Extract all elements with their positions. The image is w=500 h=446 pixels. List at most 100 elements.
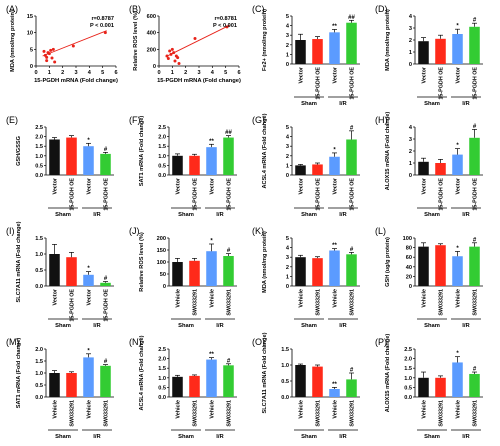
y-tick-label: 3	[286, 33, 289, 39]
bar	[346, 139, 357, 175]
group-label: Sham	[424, 323, 440, 329]
y-tick-label: 100	[403, 236, 412, 242]
category-label: 15-PGDH OE	[70, 178, 76, 211]
y-tick-label: 4	[286, 246, 290, 252]
y-axis-label: Fe2+ (nmol/mg protein)	[262, 9, 268, 71]
y-tick-label: 200	[147, 47, 156, 53]
category-label: Vehicle	[422, 289, 428, 308]
category-label: Vector	[422, 177, 428, 194]
y-tick-label: 200	[157, 236, 166, 242]
significance-mark: #	[227, 248, 231, 254]
significance-mark: *	[456, 24, 459, 30]
y-tick-label: 5	[286, 236, 289, 242]
category-label: SW033291	[227, 400, 233, 427]
significance-mark: #	[473, 18, 477, 24]
y-tick-label: 1.0	[35, 371, 43, 377]
panel-label: (N)	[129, 337, 142, 347]
y-tick-label: 1.5	[35, 359, 43, 365]
data-point	[165, 54, 169, 58]
x-tick-label: 6	[237, 70, 240, 76]
y-tick-label: 1.0	[158, 154, 166, 160]
data-point	[50, 56, 54, 60]
category-label: 15-PGDH OE	[350, 67, 356, 100]
y-axis-label: MDA (nmol/mg protein)	[385, 9, 391, 71]
data-point	[45, 55, 49, 59]
y-tick-label: 0.0	[35, 284, 43, 290]
bar	[469, 26, 480, 64]
x-tick-label: 3	[197, 70, 200, 76]
y-tick-label: 1.0	[404, 376, 412, 382]
significance-mark: *	[87, 138, 90, 144]
category-label: SW033291	[439, 400, 445, 427]
y-tick-label: 5	[286, 14, 289, 20]
category-label: 15-PGDH OE	[227, 178, 233, 211]
y-tick-label: 2	[286, 265, 289, 271]
bar	[312, 366, 323, 397]
significance-mark: **	[209, 352, 214, 358]
y-tick-label: 1	[286, 163, 289, 169]
bar	[172, 155, 183, 175]
group-label: Sham	[301, 212, 317, 218]
panel-label: (K)	[252, 226, 264, 236]
y-tick-label: 5	[286, 125, 289, 131]
significance-mark: #	[227, 358, 231, 364]
significance-mark: **	[332, 382, 337, 388]
y-tick-label: 0	[153, 64, 156, 70]
x-axis-label: 15-PGDH mRNA (Fold change)	[157, 78, 241, 84]
y-tick-label: 0.0	[404, 395, 412, 401]
panel-J: (J)Relative ROS level (%) 0 50 100 150 200 Veh…	[129, 226, 237, 329]
y-tick-label: 1	[286, 274, 289, 280]
bar	[66, 257, 77, 286]
significance-mark: *	[333, 147, 336, 153]
y-tick-label: 3	[409, 137, 412, 143]
bar	[172, 262, 183, 286]
y-tick-label: 4	[409, 14, 413, 20]
panel-B: (B)Relative ROS level (%) 0 200 400 600 0 1 2 3 4…	[129, 4, 241, 84]
y-tick-label: 2	[286, 154, 289, 160]
category-label: Vehicle	[53, 400, 59, 419]
bar	[346, 22, 357, 64]
y-tick-label: 0.0	[35, 173, 43, 179]
category-label: Vector	[87, 288, 93, 305]
bar	[329, 32, 340, 64]
y-tick-label: 2.5	[404, 347, 412, 353]
y-tick-label: 0.5	[158, 385, 166, 391]
y-tick-label: 0.5	[35, 268, 43, 274]
data-point	[47, 52, 51, 56]
y-tick-label: 2.0	[35, 347, 43, 353]
group-label: I/R	[462, 212, 470, 218]
category-label: SW033291	[439, 289, 445, 316]
panel-label: (C)	[252, 4, 265, 14]
category-label: SW033291	[227, 289, 233, 316]
panel-label: (M)	[6, 337, 20, 347]
category-label: 15-PGDH OE	[473, 178, 479, 211]
x-tick-label: 5	[101, 70, 104, 76]
bar	[435, 163, 446, 175]
category-label: Vehicle	[456, 400, 462, 419]
category-label: Vector	[176, 177, 182, 194]
y-tick-label: 1.0	[281, 363, 289, 369]
y-tick-label: 50	[160, 272, 166, 278]
y-tick-label: 2.0	[404, 357, 412, 363]
bar	[83, 274, 94, 286]
x-tick-label: 6	[114, 70, 117, 76]
group-label: Sham	[301, 434, 317, 440]
panel-label: (E)	[6, 115, 18, 125]
panel-A: (A)MDA (nmol/mg protein) 0 5 10 15 0 1 2 3 4 5 6 15-…	[6, 4, 118, 84]
significance-mark: #	[104, 276, 108, 282]
bar	[452, 34, 463, 64]
bar	[469, 373, 480, 397]
panel-label: (P)	[375, 337, 387, 347]
panel-F: (F)SAT1 mRNA (Fold change) 0.0 0.5 1.0 1.5 2.…	[129, 115, 237, 218]
category-label: SW033291	[316, 289, 322, 316]
bar	[418, 246, 429, 286]
bar	[100, 282, 111, 286]
data-point	[172, 51, 176, 55]
data-point	[166, 57, 170, 60]
y-tick-label: 2.5	[35, 125, 43, 131]
group-label: I/R	[339, 434, 347, 440]
group-label: I/R	[216, 434, 224, 440]
y-tick-label: 3	[286, 255, 289, 261]
y-tick-label: 1.5	[281, 347, 289, 353]
y-axis-label: MDA (nmol/mg protein)	[10, 10, 16, 72]
